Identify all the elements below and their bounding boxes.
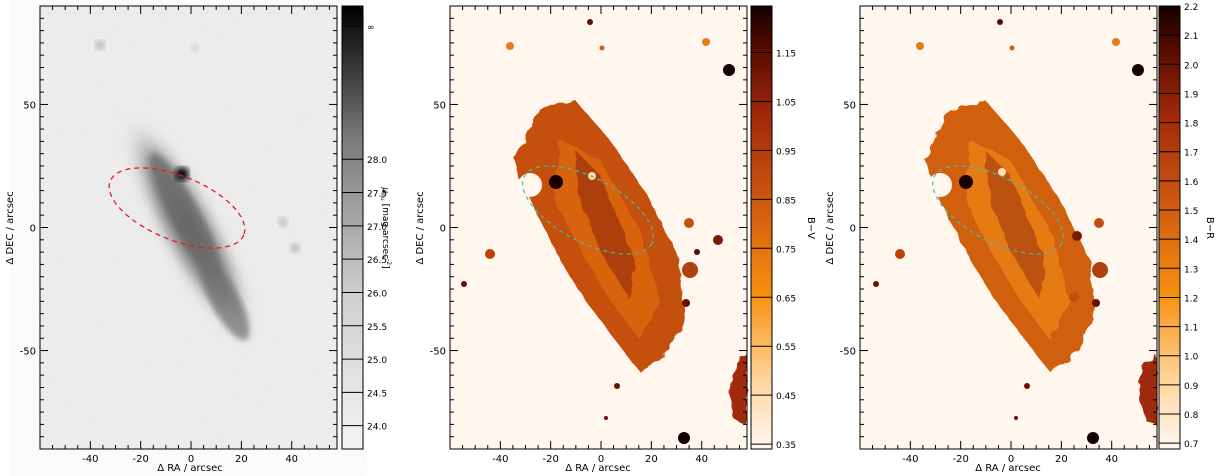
y-axis-label: Δ DEC / arcsec <box>5 191 16 264</box>
colorbar-frame <box>341 5 364 450</box>
colorbar-tick-label: 2.1 <box>1184 32 1198 42</box>
y-tick-label: -50 <box>840 347 856 358</box>
colorbar-tick-label: 2.2 <box>1184 3 1198 13</box>
colorbar-tick-label: ∞ <box>367 23 375 33</box>
y-tick-label: 0 <box>30 224 36 235</box>
x-tick-label: 0 <box>598 454 604 465</box>
x-tick-label: 20 <box>645 454 658 465</box>
colorbar-tick-label: 0.85 <box>776 196 796 206</box>
galaxy-image <box>95 40 300 346</box>
colorbar-tick-label: 0.95 <box>776 147 796 157</box>
y-tick-label: 50 <box>433 100 446 111</box>
x-axis-label: Δ RA / arcsec <box>565 463 631 474</box>
colorbar-tick-label: 24.0 <box>367 423 387 433</box>
axes: -40 -20 0 20 40 50 0 -50 <box>840 6 1157 465</box>
y-axis-label: Δ DEC / arcsec <box>825 191 836 264</box>
colorbar-tick-label: 25.0 <box>367 356 387 366</box>
x-tick-label: -20 <box>543 454 559 465</box>
colorbar-tick-label: 28.0 <box>367 156 387 166</box>
x-tick-label: -40 <box>82 454 98 465</box>
colorbar-tick-label: 0.55 <box>776 343 796 353</box>
x-tick-label: -40 <box>492 454 508 465</box>
y-tick-label: 0 <box>850 224 856 235</box>
colorbar-tick-label: 0.7 <box>1184 440 1198 450</box>
x-tick-label: -20 <box>133 454 149 465</box>
x-tick-label: 40 <box>1105 454 1118 465</box>
panel-surface-brightness: -40 -20 0 20 40 50 0 -50 Δ RA / arcsec Δ DEC / … <box>5 5 392 474</box>
colorbar-label: B−R <box>1204 217 1215 239</box>
aperture-ellipse <box>522 165 654 255</box>
x-tick-label: 20 <box>235 454 248 465</box>
y-tick-label: -50 <box>20 347 36 358</box>
colorbar-tick-label: 0.45 <box>776 392 796 402</box>
colorbar-tick-label: 27.5 <box>367 190 387 200</box>
colorbar-tick-label: 1.2 <box>1184 294 1198 304</box>
colorbar-tick-label: 0.35 <box>776 441 796 451</box>
colorbar-label: B−V <box>805 217 816 239</box>
colorbar-tick-label: 1.1 <box>1184 324 1198 334</box>
colorbar-ticks: 24.0 24.5 25.0 25.5 26.0 26.5 27.0 27.5 28.0 ∞ <box>342 23 387 433</box>
colorbar-label: μnu [mag arcsec-2] <box>379 186 392 268</box>
colorbar-frame <box>750 5 773 450</box>
colorbar-tick-label: 1.7 <box>1184 149 1198 159</box>
colorbar-tick-label: 0.65 <box>776 294 796 304</box>
axes: -40 -20 0 20 40 50 0 -50 <box>430 6 747 465</box>
y-tick-label: 50 <box>843 100 856 111</box>
axes: -40 -20 0 20 40 50 0 -50 <box>20 6 337 465</box>
colorbar <box>751 6 772 449</box>
x-axis-label: Δ RA / arcsec <box>975 463 1041 474</box>
colorbar-tick-label: 1.9 <box>1184 90 1199 100</box>
colorbar-tick-label: 0.75 <box>776 245 796 255</box>
colorbar-tick-label: 0.9 <box>1184 382 1199 392</box>
x-axis-label: Δ RA / arcsec <box>157 463 223 474</box>
x-tick-label: 40 <box>285 454 298 465</box>
y-axis-label: Δ DEC / arcsec <box>415 191 426 264</box>
x-tick-label: 0 <box>188 454 194 465</box>
colorbar-tick-label: 1.5 <box>1184 207 1198 217</box>
colorbar <box>1159 6 1180 449</box>
colorbar-tick-label: 1.8 <box>1184 120 1199 130</box>
colorbar-tick-label: 1.6 <box>1184 178 1199 188</box>
aperture-ellipse <box>108 167 246 249</box>
color-map-image <box>873 19 1157 444</box>
aperture-ellipse <box>932 165 1064 255</box>
colorbar-tick-label: 1.15 <box>776 50 796 60</box>
y-tick-label: -50 <box>430 347 446 358</box>
colorbar-tick-label: 1.3 <box>1184 265 1198 275</box>
colorbar-ticks: 1.15 1.05 0.95 0.85 0.75 0.65 0.55 0.45 0.35 <box>751 50 796 451</box>
y-tick-label: 50 <box>23 100 36 111</box>
colorbar-tick-label: 0.8 <box>1184 411 1199 421</box>
colorbar-tick-label: 25.5 <box>367 323 387 333</box>
colorbar <box>342 6 363 449</box>
x-tick-label: -20 <box>953 454 969 465</box>
panel-b-v-map: -40 -20 0 20 40 50 0 -50 Δ RA / arcsec Δ DEC / … <box>415 5 816 474</box>
color-map-image <box>461 19 747 444</box>
colorbar-tick-label: 1.0 <box>1184 353 1199 363</box>
colorbar-tick-label: 1.05 <box>776 98 796 108</box>
colorbar-tick-label: 26.0 <box>367 289 387 299</box>
colorbar-tick-label: 26.5 <box>367 256 387 266</box>
colorbar-tick-label: 27.0 <box>367 223 387 233</box>
colorbar-ticks: 2.2 2.1 2.0 1.9 1.8 1.7 1.6 1.5 1.4 1.3 1.2 1.1 1.0 0… <box>1159 3 1199 450</box>
panel-b-r-map: -40 -20 0 20 40 50 0 -50 Δ RA / arcsec Δ DEC / … <box>825 3 1215 474</box>
colorbar-tick-label: 24.5 <box>367 389 387 399</box>
y-tick-label: 0 <box>440 224 446 235</box>
x-tick-label: 0 <box>1008 454 1014 465</box>
colorbar-tick-label: 1.4 <box>1184 236 1199 246</box>
x-tick-label: -40 <box>902 454 918 465</box>
colorbar-tick-label: 2.0 <box>1184 61 1199 71</box>
x-tick-label: 20 <box>1055 454 1068 465</box>
x-tick-label: 40 <box>695 454 708 465</box>
